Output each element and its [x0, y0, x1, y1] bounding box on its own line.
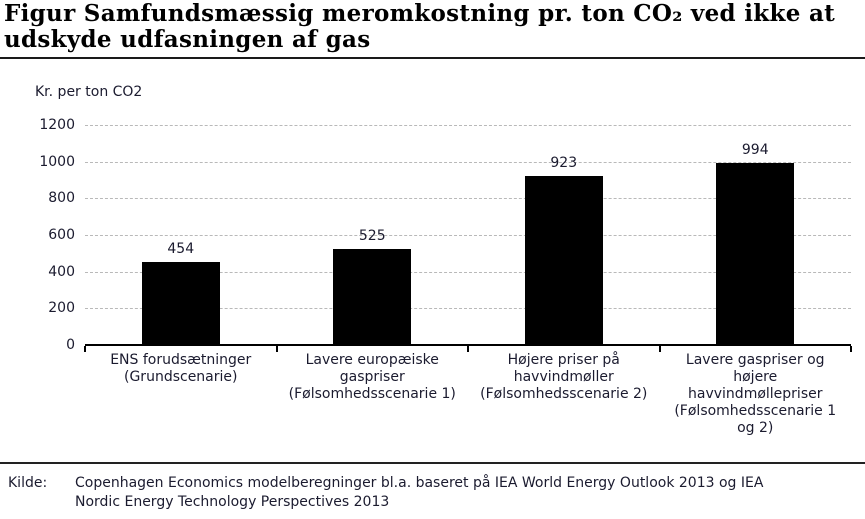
source-label: Kilde:: [8, 475, 48, 491]
x-category-label-line: Højere priser på: [507, 352, 620, 368]
x-category-label-line: havvindmøller: [513, 369, 614, 385]
figure-title-line: udskyde udfasningen af gas: [4, 26, 371, 53]
bar-value-label: 994: [741, 141, 769, 158]
bar: [141, 261, 220, 345]
x-axis-line: [85, 344, 851, 346]
gridline: [85, 161, 851, 163]
y-axis-tick-label: 1000: [39, 153, 75, 170]
source-text-line: Copenhagen Economics modelberegninger bl…: [75, 475, 764, 491]
bar-value-label: 525: [358, 227, 386, 244]
source-text: Copenhagen Economics modelberegninger bl…: [75, 474, 763, 512]
bar: [524, 175, 603, 345]
x-axis-tick: [658, 346, 661, 352]
x-axis-tick: [850, 346, 852, 352]
bar: [716, 162, 795, 345]
y-axis-tick-label: 800: [48, 190, 75, 207]
y-axis-tick-label: 600: [48, 227, 75, 243]
figure-title: Figur Samfundsmæssig meromkostning pr. t…: [0, 0, 865, 59]
x-category-label-line: (Følsomhedsscenarie 1): [288, 386, 456, 402]
y-axis-tick-label: 400: [48, 263, 75, 280]
y-axis-tick-label: 0: [66, 337, 75, 353]
x-category-label-line: Lavere europæiske: [305, 352, 439, 368]
bar-value-label: 454: [167, 240, 195, 257]
y-axis-unit-label: Kr. per ton CO2: [35, 84, 143, 100]
x-category-label-line: (Grundscenarie): [124, 369, 238, 385]
x-category-label-line: og 2): [737, 420, 774, 436]
footer-divider: [0, 462, 865, 464]
x-category-label: ENS forudsætninger (Grundscenarie): [85, 352, 277, 386]
bar-value-label: 923: [550, 154, 578, 171]
bar: [333, 248, 412, 345]
x-category-label-line: Lavere gaspriser og: [685, 352, 825, 368]
gridline: [85, 198, 851, 200]
gridline: [85, 235, 851, 236]
y-axis-tick-label: 200: [48, 300, 75, 317]
x-axis-tick: [467, 346, 469, 352]
x-category-label: Lavere europæiske gaspriser (Følsomhedssce…: [277, 352, 469, 403]
gridline: [85, 271, 851, 273]
figure-title-line: Figur Samfundsmæssig meromkostning pr. t…: [4, 0, 836, 27]
x-axis-tick: [275, 346, 278, 352]
x-category-label-line: (Følsomhedsscenarie 2): [480, 386, 648, 402]
x-category-label-line: højere: [733, 369, 778, 385]
x-axis-tick: [84, 346, 86, 352]
gridline: [85, 308, 851, 310]
x-category-label-line: ENS forudsætninger: [110, 352, 252, 368]
gridline: [85, 125, 851, 126]
x-category-label: Højere priser på havvindmøller (Følsomheds…: [468, 352, 660, 403]
x-category-label: Lavere gaspriser og højere havvindmøllepri…: [660, 352, 852, 437]
source-text-line: Nordic Energy Technology Perspectives 20…: [75, 494, 390, 510]
x-category-label-line: havvindmøllepriser: [688, 386, 823, 402]
y-axis-tick-label: 1200: [39, 117, 75, 133]
x-category-label-line: (Følsomhedsscenarie 1: [674, 403, 837, 419]
x-category-label-line: gaspriser: [339, 369, 405, 385]
